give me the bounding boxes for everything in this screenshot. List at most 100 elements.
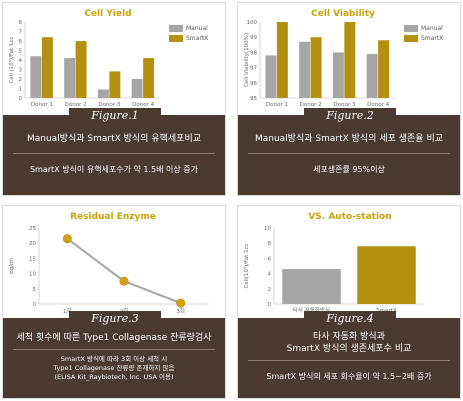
y-tick-label: 97 xyxy=(250,66,257,72)
figure-label: Figure.2 xyxy=(326,109,374,122)
y-tick-label: 95 xyxy=(250,96,257,102)
data-point-2 xyxy=(119,276,129,286)
caption-text-line-1: SmartX 방식에 따라 3회 이상 세척 시 xyxy=(60,355,168,363)
bar-category-1 xyxy=(282,269,341,304)
legend-item-manual: Manual xyxy=(169,25,208,32)
caption-divider xyxy=(13,349,215,350)
legend-swatch-manual xyxy=(404,25,418,32)
y-tick-label: 98 xyxy=(250,50,257,56)
y-tick-label: 1 xyxy=(19,87,23,93)
y-tick-label: 7 xyxy=(19,30,23,36)
figure-label: Figure.1 xyxy=(91,109,139,122)
y-axis-label: pg/ml xyxy=(9,258,15,274)
y-tick-label: 4 xyxy=(268,272,272,278)
legend-item-smartx: SmartX xyxy=(404,35,443,42)
caption-divider xyxy=(13,153,215,154)
legend-swatch-manual xyxy=(169,25,183,32)
legend-swatch-smartx xyxy=(404,35,418,42)
vs-auto-station-chart: VS. Auto-station 0 2 4 6 8 10 Cell(10⁵)/Fat 1cc… xyxy=(243,212,424,314)
y-axis-label: Cell (10⁵)/Fat 1cc xyxy=(8,37,15,84)
caption-title: Manual방식과 SmartX 방식의 세포 생존율 비교 xyxy=(254,134,444,144)
x-tick-label: Donor 1 xyxy=(266,102,288,108)
legend-label-smartx: SmartX xyxy=(421,35,444,42)
x-tick-label: 3회 xyxy=(176,307,185,315)
caption-text-line-2: Type1 Collagenase 잔류량 존재하지 않음 xyxy=(53,364,175,372)
y-tick-label: 6 xyxy=(268,256,272,262)
y-tick-label: 0 xyxy=(33,302,37,308)
figure-4-panel: VS. Auto-station 0 2 4 6 8 10 Cell(10⁵)/Fat 1cc… xyxy=(237,205,461,399)
series-line xyxy=(66,237,182,305)
chart-legend: Manual SmartX xyxy=(169,25,208,45)
bar-smartx xyxy=(357,246,416,304)
x-tick-label: Donor 4 xyxy=(367,102,389,108)
bar-smartx-donor-4 xyxy=(143,58,155,98)
bar-smartx-donor-2 xyxy=(75,41,87,98)
y-tick-label: 2 xyxy=(19,77,23,83)
figure-label-box: Figure.2 xyxy=(304,108,396,125)
caption-title-line-1: 타사 자동화 방식과 xyxy=(313,332,385,342)
y-tick-label: 8 xyxy=(268,241,272,247)
figure-2-panel: Cell Viability 95 96 97 98 99 100 Cell Viabilit… xyxy=(237,2,461,196)
y-tick-label: 99 xyxy=(250,35,257,41)
figure-label: Figure.4 xyxy=(326,312,374,325)
caption-text: 세포생존률 95%이상 xyxy=(313,165,385,174)
caption-text-line-3: (ELISA Kit_Raybiotech, Inc. USA 이용) xyxy=(54,373,174,381)
y-axis-label: Cell(10⁵)/Fat 1cc xyxy=(243,243,250,288)
chart-title: Cell Yield xyxy=(84,9,131,19)
x-tick-label: 1회 xyxy=(63,307,72,315)
legend-item-manual: Manual xyxy=(404,25,443,32)
figure-label-box: Figure.4 xyxy=(304,311,396,328)
data-point-1 xyxy=(62,234,72,244)
bar-manual-donor-1 xyxy=(265,55,277,98)
cell-viability-chart: Cell Viability 95 96 97 98 99 100 Cell Viabilit… xyxy=(244,9,395,108)
bar-smartx-donor-1 xyxy=(41,37,53,98)
bar-manual-donor-2 xyxy=(299,41,311,98)
figure-caption: Figure.3 세척 횟수에 따른 Type1 Collagenase 잔류량… xyxy=(3,311,225,398)
figure-label: Figure.3 xyxy=(91,312,139,325)
y-tick-label: 0 xyxy=(268,302,272,308)
y-tick-label: 96 xyxy=(250,81,257,87)
y-tick-label: 2 xyxy=(268,287,272,293)
caption-title-line-2: SmartX 방식의 생존세포수 비교 xyxy=(286,344,412,354)
chart-title: VS. Auto-station xyxy=(308,212,391,222)
bar-manual-donor-4 xyxy=(366,53,378,98)
y-tick-label: 10 xyxy=(29,272,36,278)
y-tick-label: 5 xyxy=(19,49,23,55)
caption-divider xyxy=(248,153,450,154)
bar-smartx-donor-2 xyxy=(310,37,322,98)
x-tick-label: Donor 3 xyxy=(333,102,355,108)
figure-caption: Figure.4 타사 자동화 방식과 SmartX 방식의 생존세포수 비교 … xyxy=(238,311,460,398)
legend-label-smartx: SmartX xyxy=(186,35,209,42)
figure-1-panel: Cell Yield 0 1 2 3 4 5 6 7 8 Cell (10⁵)/Fat 1cc Don… xyxy=(2,2,226,196)
caption-divider xyxy=(248,360,450,361)
chart-title: Residual Enzyme xyxy=(70,212,156,222)
figure-label-box: Figure.1 xyxy=(69,108,161,125)
figure-label-box: Figure.3 xyxy=(69,311,161,328)
x-tick-label: Donor 1 xyxy=(31,102,53,108)
caption-text: SmartX 방식이 유핵세포수가 약 1.5배 이상 증가 xyxy=(29,165,199,174)
data-point-3 xyxy=(176,298,186,308)
bar-smartx-donor-4 xyxy=(378,40,390,98)
y-tick-label: 4 xyxy=(19,58,23,64)
bar-smartx-donor-1 xyxy=(276,22,288,98)
legend-item-smartx: SmartX xyxy=(169,35,208,42)
chart-title: Cell Viability xyxy=(311,9,375,19)
caption-title: Manual방식과 SmartX 방식의 유핵세포비교 xyxy=(26,134,202,144)
y-tick-label: 10 xyxy=(264,226,271,232)
bar-smartx-donor-3 xyxy=(109,71,121,98)
cell-yield-chart: Cell Yield 0 1 2 3 4 5 6 7 8 Cell (10⁵)/Fat 1cc Don… xyxy=(8,9,160,108)
y-tick-label: 20 xyxy=(29,241,36,247)
figure-caption: Figure.2 Manual방식과 SmartX 방식의 세포 생존율 비교 … xyxy=(238,108,460,195)
bar-manual-donor-3 xyxy=(97,89,109,98)
bar-smartx-donor-3 xyxy=(344,22,356,98)
y-tick-label: 3 xyxy=(19,68,23,74)
y-tick-label: 25 xyxy=(29,226,36,232)
x-tick-label: Donor 3 xyxy=(98,102,120,108)
bar-manual-donor-2 xyxy=(64,58,76,98)
bar-manual-donor-1 xyxy=(30,56,42,98)
legend-label-manual: Manual xyxy=(421,25,443,32)
y-axis-label: Cell Viability(100%) xyxy=(244,33,250,87)
